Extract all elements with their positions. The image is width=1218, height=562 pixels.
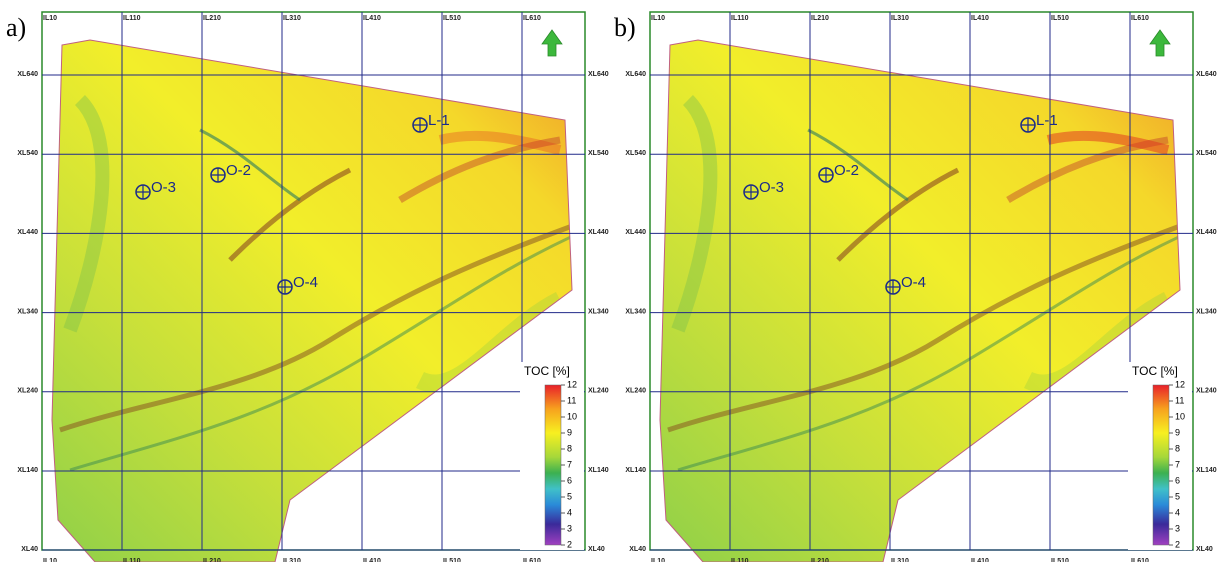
crossline-label: XL340 <box>625 308 646 315</box>
colorbar-title: TOC [%] <box>524 364 570 378</box>
inline-label: IL310 <box>283 15 301 22</box>
colorbar-tick-label: 5 <box>567 491 572 501</box>
colorbar-tick-label: 9 <box>567 427 572 437</box>
panel-label: b) <box>614 13 636 42</box>
colorbar-tick-label: 11 <box>1175 395 1184 405</box>
crossline-label: XL340 <box>1196 308 1217 315</box>
colorbar-tick-label: 2 <box>1175 539 1180 549</box>
well-name: O-2 <box>834 162 859 179</box>
colorbar-ramp <box>1153 385 1169 545</box>
well-name: O-4 <box>901 274 926 291</box>
crossline-label: XL240 <box>588 388 609 395</box>
inline-label: IL110 <box>123 558 141 562</box>
inline-label: IL510 <box>1051 15 1069 22</box>
inline-label: IL410 <box>971 15 989 22</box>
crossline-label: XL40 <box>629 546 646 553</box>
colorbar-tick-label: 10 <box>1175 411 1185 421</box>
colorbar-tick-label: 7 <box>567 459 572 469</box>
colorbar-tick-label: 7 <box>1175 459 1180 469</box>
figure: IL10 IL10 IL110 IL110 IL210 IL210 IL310 IL310 IL… <box>0 0 1218 562</box>
crossline-label: XL40 <box>21 546 38 553</box>
crossline-label: XL640 <box>588 71 609 78</box>
page: IL10 IL10 IL110 IL110 IL210 IL210 IL310 IL310 IL… <box>0 0 1218 562</box>
crossline-label: XL640 <box>625 71 646 78</box>
well-name: L-1 <box>428 112 450 129</box>
colorbar-tick-label: 3 <box>567 523 572 533</box>
colorbar-tick-label: 10 <box>567 411 577 421</box>
inline-label: IL310 <box>891 558 909 562</box>
well-name: O-3 <box>759 179 784 196</box>
north-arrow <box>1150 30 1170 56</box>
panel-label: a) <box>6 13 26 42</box>
crossline-label: XL640 <box>1196 71 1217 78</box>
inline-label: IL610 <box>1131 15 1149 22</box>
inline-label: IL110 <box>123 15 141 22</box>
colorbar-tick-label: 3 <box>1175 523 1180 533</box>
well-name: O-2 <box>226 162 251 179</box>
inline-label: IL310 <box>891 15 909 22</box>
crossline-label: XL540 <box>625 150 646 157</box>
crossline-label: XL340 <box>588 308 609 315</box>
crossline-label: XL340 <box>17 308 38 315</box>
map-panel: IL10 IL10 IL110 IL110 IL210 IL210 IL310 IL310 IL… <box>6 12 609 562</box>
colorbar-tick-label: 4 <box>1175 507 1180 517</box>
colorbar-tick-label: 8 <box>1175 443 1180 453</box>
colorbar-tick-label: 6 <box>1175 475 1180 485</box>
colorbar-tick-label: 11 <box>567 395 576 405</box>
colorbar-title: TOC [%] <box>1132 364 1178 378</box>
crossline-label: XL540 <box>17 150 38 157</box>
crossline-label: XL140 <box>625 467 646 474</box>
inline-label: IL410 <box>363 15 381 22</box>
inline-label: IL510 <box>1051 558 1069 562</box>
inline-label: IL10 <box>651 558 665 562</box>
inline-label: IL310 <box>283 558 301 562</box>
colorbar-tick-label: 6 <box>567 475 572 485</box>
crossline-label: XL240 <box>17 388 38 395</box>
inline-label: IL610 <box>523 558 541 562</box>
crossline-label: XL240 <box>1196 388 1217 395</box>
inline-label: IL10 <box>43 15 57 22</box>
crossline-label: XL40 <box>588 546 605 553</box>
map-panel: IL10 IL10 IL110 IL110 IL210 IL210 IL310 IL310 IL… <box>614 12 1217 562</box>
crossline-label: XL540 <box>588 150 609 157</box>
inline-label: IL10 <box>651 15 665 22</box>
colorbar-tick-label: 4 <box>567 507 572 517</box>
inline-label: IL410 <box>363 558 381 562</box>
crossline-label: XL240 <box>625 388 646 395</box>
crossline-label: XL40 <box>1196 546 1213 553</box>
inline-label: IL210 <box>811 558 829 562</box>
crossline-label: XL140 <box>17 467 38 474</box>
inline-label: IL110 <box>731 15 749 22</box>
crossline-label: XL440 <box>625 229 646 236</box>
inline-label: IL210 <box>203 15 221 22</box>
crossline-label: XL140 <box>1196 467 1217 474</box>
colorbar-tick-label: 2 <box>567 539 572 549</box>
well-name: L-1 <box>1036 112 1058 129</box>
inline-label: IL210 <box>203 558 221 562</box>
crossline-label: XL140 <box>588 467 609 474</box>
inline-label: IL110 <box>731 558 749 562</box>
colorbar-tick-label: 9 <box>1175 427 1180 437</box>
well-name: O-3 <box>151 179 176 196</box>
inline-label: IL510 <box>443 558 461 562</box>
colorbar-tick-label: 8 <box>567 443 572 453</box>
colorbar-ramp <box>545 385 561 545</box>
inline-label: IL610 <box>523 15 541 22</box>
colorbar-tick-label: 12 <box>567 379 577 389</box>
inline-label: IL610 <box>1131 558 1149 562</box>
north-arrow <box>542 30 562 56</box>
inline-label: IL10 <box>43 558 57 562</box>
crossline-label: XL640 <box>17 71 38 78</box>
crossline-label: XL440 <box>588 229 609 236</box>
colorbar-tick-label: 12 <box>1175 379 1185 389</box>
crossline-label: XL440 <box>17 229 38 236</box>
crossline-label: XL440 <box>1196 229 1217 236</box>
well-name: O-4 <box>293 274 318 291</box>
inline-label: IL210 <box>811 15 829 22</box>
inline-label: IL410 <box>971 558 989 562</box>
colorbar-tick-label: 5 <box>1175 491 1180 501</box>
crossline-label: XL540 <box>1196 150 1217 157</box>
inline-label: IL510 <box>443 15 461 22</box>
